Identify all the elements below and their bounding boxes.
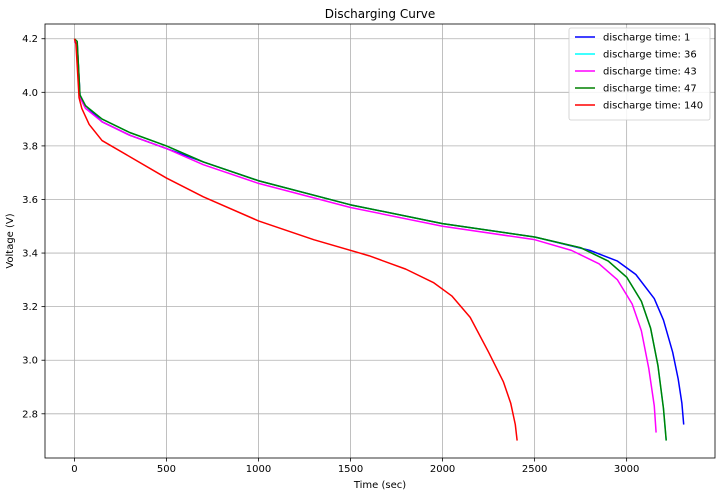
- y-tick-label: 3.8: [22, 141, 38, 152]
- series-lines: [73, 38, 685, 441]
- y-tick-label: 2.8: [22, 409, 38, 420]
- series-line-3: [73, 38, 667, 441]
- legend-label: discharge time: 36: [603, 50, 697, 61]
- x-tick-label: 2000: [430, 464, 455, 475]
- x-tick-label: 2500: [522, 464, 547, 475]
- legend-label: discharge time: 43: [603, 67, 697, 78]
- y-tick-label: 3.6: [22, 195, 38, 206]
- y-tick-label: 4.0: [22, 88, 38, 99]
- series-line-4: [73, 38, 518, 441]
- x-tick-label: 0: [71, 464, 77, 475]
- legend-label: discharge time: 140: [603, 101, 703, 112]
- legend: discharge time: 1 discharge time: 36 disch…: [568, 27, 711, 121]
- y-tick-label: 3.4: [22, 249, 38, 260]
- legend-label: discharge time: 47: [603, 84, 697, 95]
- y-tick-label: 4.2: [22, 34, 38, 45]
- legend-box: [568, 27, 711, 121]
- legend-label: discharge time: 1: [603, 33, 690, 44]
- grid: [45, 24, 715, 458]
- series-line-2: [73, 40, 657, 433]
- x-tick-label: 500: [157, 464, 176, 475]
- y-axis-label: Voltage (V): [5, 213, 16, 268]
- axis-ticks: 0 500 1000 1500 2000 2500 3000 2.8 3.0 3.2 3.4 3.6 3…: [22, 34, 639, 475]
- y-tick-label: 3.2: [22, 302, 38, 313]
- x-tick-label: 1500: [338, 464, 363, 475]
- chart-title: Discharging Curve: [325, 7, 436, 21]
- plot-frame: [44, 23, 716, 459]
- x-tick-label: 3000: [614, 464, 639, 475]
- x-axis-label: Time (sec): [353, 480, 406, 491]
- y-tick-label: 3.0: [22, 356, 38, 367]
- x-tick-label: 1000: [246, 464, 271, 475]
